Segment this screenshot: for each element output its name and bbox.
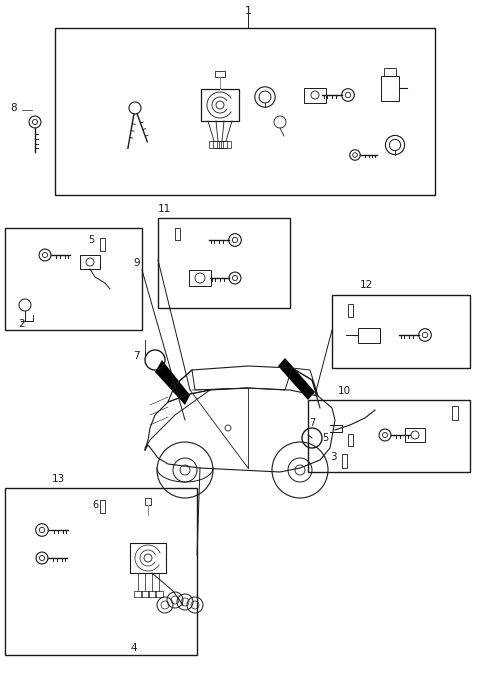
- Bar: [201, 89, 239, 121]
- Bar: [342, 454, 347, 468]
- Bar: [217, 141, 227, 148]
- Bar: [155, 591, 163, 597]
- Bar: [189, 270, 211, 286]
- Text: 1: 1: [244, 6, 252, 16]
- Text: 11: 11: [158, 204, 171, 214]
- Text: 7: 7: [133, 351, 140, 361]
- Bar: [148, 591, 156, 597]
- Bar: [384, 67, 396, 76]
- Polygon shape: [278, 358, 315, 400]
- Bar: [100, 500, 105, 513]
- Bar: [348, 304, 353, 317]
- Text: 7: 7: [309, 418, 315, 428]
- Bar: [405, 428, 425, 442]
- Bar: [209, 141, 219, 148]
- Bar: [221, 141, 231, 148]
- Bar: [215, 71, 225, 77]
- Bar: [100, 238, 105, 251]
- Bar: [175, 228, 180, 240]
- Text: 12: 12: [360, 280, 373, 290]
- Bar: [55, 28, 435, 195]
- Text: 9: 9: [133, 258, 140, 268]
- Text: 2: 2: [18, 319, 24, 329]
- Bar: [5, 228, 142, 330]
- Bar: [5, 488, 197, 655]
- Text: 13: 13: [52, 474, 65, 484]
- Text: 6: 6: [92, 500, 98, 510]
- Bar: [348, 434, 353, 446]
- Text: 10: 10: [338, 386, 351, 396]
- Bar: [358, 328, 380, 343]
- Bar: [452, 406, 458, 420]
- Text: 5: 5: [88, 235, 94, 245]
- Bar: [213, 141, 223, 148]
- Text: 8: 8: [10, 103, 17, 113]
- Bar: [80, 255, 100, 269]
- Bar: [134, 591, 142, 597]
- Bar: [130, 543, 166, 573]
- Bar: [145, 498, 151, 505]
- Text: 3: 3: [330, 452, 336, 462]
- Polygon shape: [155, 360, 190, 405]
- Bar: [308, 400, 470, 472]
- Bar: [141, 591, 149, 597]
- Bar: [381, 76, 399, 100]
- Bar: [304, 87, 326, 103]
- Bar: [158, 218, 290, 308]
- Text: 4: 4: [130, 643, 137, 653]
- Text: 5: 5: [322, 433, 328, 443]
- Bar: [332, 295, 470, 368]
